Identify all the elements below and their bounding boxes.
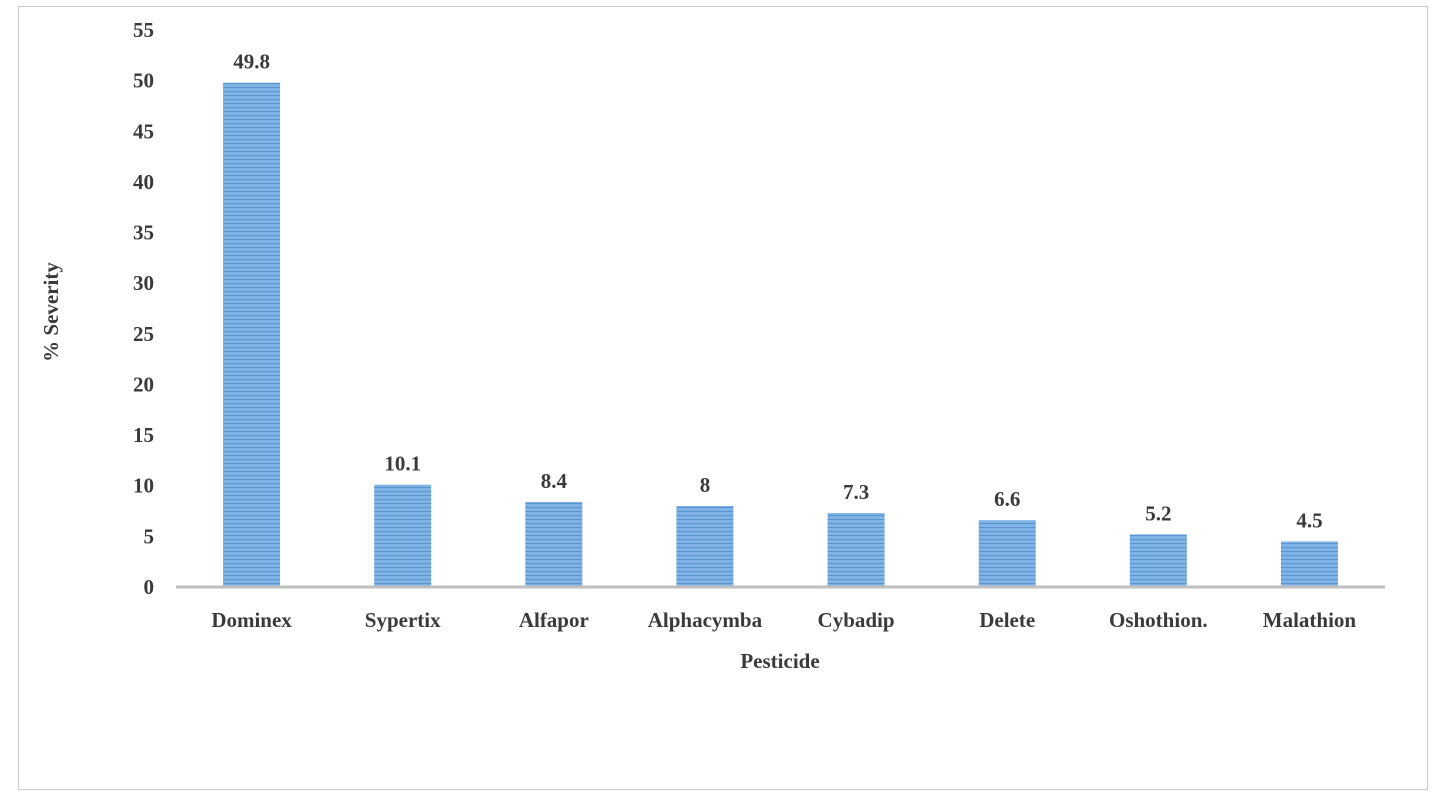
bar (374, 484, 432, 587)
y-tick-label: 30 (133, 271, 154, 295)
y-tick-label: 45 (133, 119, 154, 143)
x-category-label: Oshothion. (1109, 608, 1208, 632)
x-category-labels: Dominex Sypertix Alfapor Alphacymba Cybadip D… (211, 608, 1356, 632)
y-tick-label: 25 (133, 322, 154, 346)
bar (676, 505, 734, 587)
y-tick-label: 50 (133, 69, 154, 93)
y-tick-label: 0 (144, 575, 155, 599)
data-label: 6.6 (994, 487, 1020, 511)
y-tick-label: 55 (133, 18, 154, 42)
bar (827, 513, 885, 587)
bars-group (223, 82, 1338, 588)
data-label: 8 (700, 473, 711, 497)
x-category-label: Malathion (1263, 608, 1357, 632)
bar (1129, 534, 1187, 587)
x-category-label: Cybadip (818, 608, 895, 632)
data-label: 5.2 (1145, 501, 1171, 525)
bar (223, 82, 281, 588)
y-tick-label: 20 (133, 372, 154, 396)
bar (978, 520, 1036, 587)
data-label: 4.5 (1296, 508, 1322, 532)
data-labels: 49.8 10.1 8.4 8 7.3 6.6 5.2 4.5 (233, 50, 1322, 533)
x-category-label: Dominex (211, 608, 292, 632)
x-category-label: Delete (979, 608, 1035, 632)
y-tick-label: 10 (133, 474, 154, 498)
data-label: 7.3 (843, 480, 869, 504)
y-tick-labels: 0 5 10 15 20 25 30 35 40 45 50 55 (133, 18, 154, 599)
x-category-label: Alfapor (519, 608, 589, 632)
data-label: 8.4 (541, 469, 568, 493)
x-category-label: Alphacymba (648, 608, 763, 632)
y-tick-label: 15 (133, 423, 154, 447)
chart-frame (18, 6, 1428, 790)
y-axis-title: % Severity (39, 262, 63, 362)
data-label: 10.1 (384, 452, 421, 476)
y-tick-label: 5 (144, 524, 155, 548)
x-category-label: Sypertix (365, 608, 441, 632)
data-label: 49.8 (233, 50, 270, 74)
y-tick-label: 40 (133, 170, 154, 194)
x-axis-title: Pesticide (740, 649, 819, 673)
y-tick-label: 35 (133, 221, 154, 245)
bar (1280, 541, 1338, 587)
bar (525, 501, 583, 587)
